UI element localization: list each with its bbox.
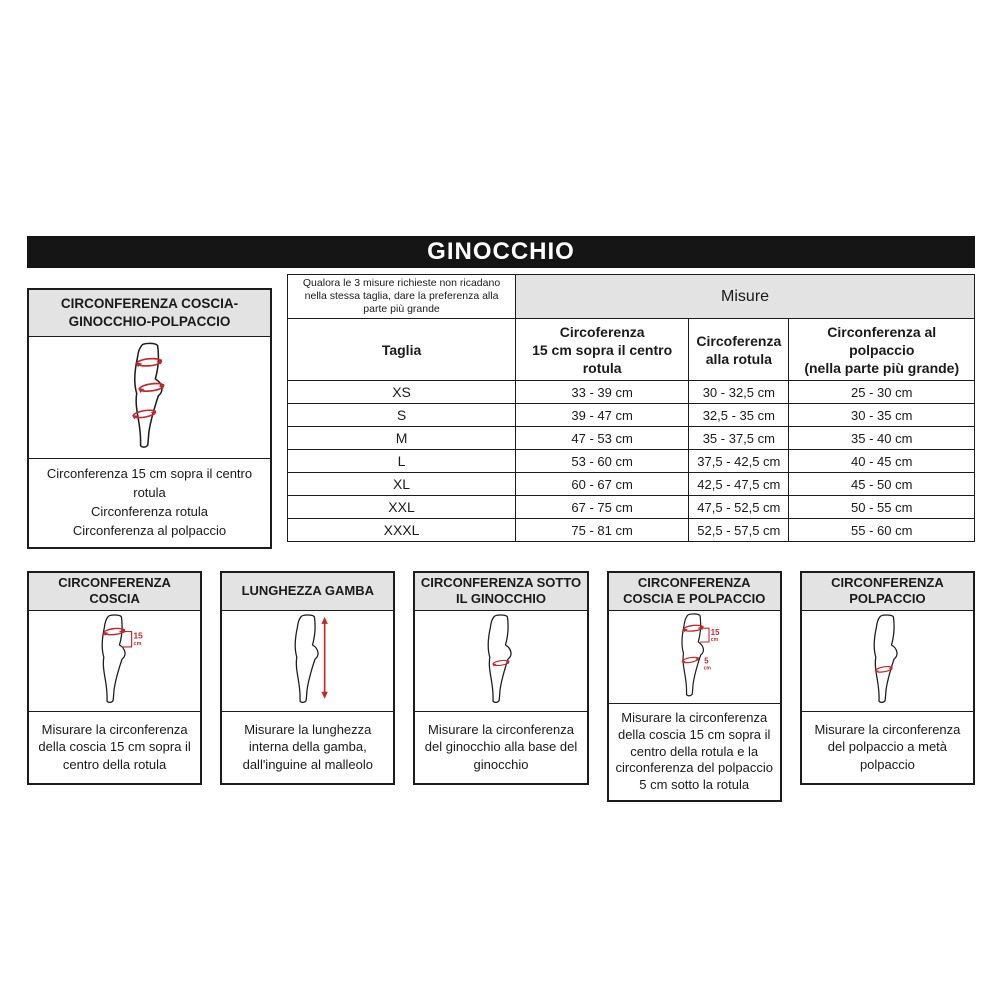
calf-range: 25 - 30 cm <box>788 380 975 405</box>
size-label: XL <box>286 472 517 497</box>
knee-range: 35 - 37,5 cm <box>688 426 790 451</box>
main-circumference-panel: CIRCONFERENZA COSCIA-GINOCCHIO-POLPACCIO… <box>27 288 272 549</box>
table-note-row: Qualora le 3 misure richieste non ricada… <box>286 273 975 320</box>
thigh-range: 39 - 47 cm <box>515 403 690 428</box>
size-row-xl: XL 60 - 67 cm 42,5 - 47,5 cm 45 - 50 cm <box>286 472 975 497</box>
caption-line: Circonferenza al polpaccio <box>72 522 227 538</box>
section-title-bar: GINOCCHIO <box>27 236 975 268</box>
measurement-bracket <box>119 630 132 648</box>
bracket-value-label: 15 <box>711 628 720 637</box>
calf-range: 35 - 40 cm <box>788 426 975 451</box>
measures-header: Misure <box>515 273 975 320</box>
size-row-xxl: XXL 67 - 75 cm 47,5 - 52,5 cm 50 - 55 cm <box>286 495 975 520</box>
measurement-bracket <box>698 627 710 643</box>
panel-title: CIRCONFERENZA COSCIA <box>29 572 201 611</box>
knee-range: 32,5 - 35 cm <box>688 403 790 428</box>
header-line: rotula <box>582 359 622 376</box>
calf-range: 50 - 55 cm <box>788 495 975 520</box>
size-note: Qualora le 3 misure richieste non ricada… <box>286 273 517 320</box>
leg-three-circumferences-icon <box>130 342 166 448</box>
panel-illustration <box>415 611 586 711</box>
size-row-xs: XS 33 - 39 cm 30 - 32,5 cm 25 - 30 cm <box>286 380 975 405</box>
size-guide-content: GINOCCHIO CIRCONFERENZA COSCIA-GINOCCHIO… <box>27 236 976 803</box>
column-header-circumference-calf: Circonferenza al polpaccio (nella parte … <box>788 318 975 382</box>
header-line: Circoferenza <box>559 323 645 340</box>
size-row-xxxl: XXXL 75 - 81 cm 52,5 - 57,5 cm 55 - 60 c… <box>286 518 975 543</box>
panel-circonferenza-coscia: CIRCONFERENZA COSCIA 15 cm Misurare la c… <box>27 570 203 785</box>
thigh-range: 67 - 75 cm <box>515 495 690 520</box>
bracket-unit-label: cm <box>133 641 141 647</box>
panel-illustration: 15 cm 5 cm <box>609 611 780 703</box>
thigh-range: 33 - 39 cm <box>515 380 690 405</box>
panel-title: LUNGHEZZA GAMBA <box>222 572 394 611</box>
panel-lunghezza-gamba: LUNGHEZZA GAMBA Misurare la lunghezza in… <box>220 570 396 785</box>
main-panel-illustration <box>29 337 270 458</box>
panel-circonferenza-sotto-ginocchio: CIRCONFERENZA SOTTO IL GINOCCHIO Misurar… <box>413 570 589 785</box>
thigh-range: 60 - 67 cm <box>515 472 690 497</box>
page-title: GINOCCHIO <box>427 238 575 265</box>
knee-range: 42,5 - 47,5 cm <box>688 472 790 497</box>
panel-illustration <box>222 611 393 711</box>
calf-value-label: 5 <box>704 656 709 665</box>
size-label: XXL <box>286 495 517 520</box>
leg-thigh-circumference-icon: 15 cm <box>101 614 143 703</box>
thigh-range: 53 - 60 cm <box>515 449 690 474</box>
panel-description: Misurare la lunghezza interna della gamb… <box>222 710 394 783</box>
leg-length-icon <box>294 614 328 703</box>
header-line: Circonferenza al polpaccio <box>827 323 937 358</box>
leg-thigh-calf-circumference-icon: 15 cm 5 cm <box>680 613 720 697</box>
panel-title: CIRCONFERENZA SOTTO IL GINOCCHIO <box>415 572 587 611</box>
table-header-row: Taglia Circoferenza 15 cm sopra il centr… <box>286 318 975 382</box>
panel-illustration <box>802 611 973 711</box>
header-line: alla rotula <box>705 350 772 367</box>
knee-range: 37,5 - 42,5 cm <box>688 449 790 474</box>
knee-range: 30 - 32,5 cm <box>688 380 790 405</box>
size-row-s: S 39 - 47 cm 32,5 - 35 cm 30 - 35 cm <box>286 403 975 428</box>
panel-title: CIRCONFERENZA COSCIA E POLPACCIO <box>608 572 780 611</box>
thigh-range: 75 - 81 cm <box>515 518 690 543</box>
calf-range: 40 - 45 cm <box>788 449 975 474</box>
size-row-m: M 47 - 53 cm 35 - 37,5 cm 35 - 40 cm <box>286 426 975 451</box>
caption-line: Circonferenza 15 cm sopra il centro rotu… <box>46 466 253 501</box>
calf-unit-label: cm <box>704 665 712 671</box>
panel-circonferenza-polpaccio: CIRCONFERENZA POLPACCIO Misurare la circ… <box>799 570 976 785</box>
thigh-range: 47 - 53 cm <box>515 426 690 451</box>
panel-description: Misurare la circonferenza del polpaccio … <box>801 710 974 783</box>
bracket-value-label: 15 <box>133 630 143 640</box>
size-label: M <box>286 426 517 451</box>
panel-circonferenza-coscia-polpaccio: CIRCONFERENZA COSCIA E POLPACCIO 15 cm 5… <box>606 570 782 803</box>
size-label: S <box>286 403 517 428</box>
leg-below-knee-circumference-icon <box>487 614 512 703</box>
size-label: XS <box>286 380 517 405</box>
measurement-panels: CIRCONFERENZA COSCIA 15 cm Misurare la c… <box>27 570 976 803</box>
length-arrow-icon <box>321 616 328 699</box>
knee-range: 52,5 - 57,5 cm <box>688 518 790 543</box>
column-header-circumference-thigh: Circoferenza 15 cm sopra il centro rotul… <box>515 318 690 382</box>
leg-calf-circumference-icon <box>873 614 899 703</box>
main-panel-title: CIRCONFERENZA COSCIA-GINOCCHIO-POLPACCIO <box>29 290 270 338</box>
panel-title: CIRCONFERENZA POLPACCIO <box>801 572 974 611</box>
size-table: Qualora le 3 misure richieste non ricada… <box>286 273 975 543</box>
column-header-circumference-knee: Circoferenza alla rotula <box>688 318 790 382</box>
header-line: (nella parte più grande) <box>804 359 960 376</box>
top-section: CIRCONFERENZA COSCIA-GINOCCHIO-POLPACCIO… <box>27 273 975 549</box>
panel-illustration: 15 cm <box>29 611 200 711</box>
caption-line: Circonferenza rotula <box>90 504 209 520</box>
bracket-unit-label: cm <box>711 637 719 643</box>
calf-range: 55 - 60 cm <box>788 518 975 543</box>
panel-description: Misurare la circonferenza della coscia 1… <box>29 710 201 783</box>
header-line: 15 cm sopra il centro <box>532 341 673 358</box>
size-label: L <box>286 449 517 474</box>
size-row-l: L 53 - 60 cm 37,5 - 42,5 cm 40 - 45 cm <box>286 449 975 474</box>
main-panel-caption: Circonferenza 15 cm sopra il centro rotu… <box>29 458 270 546</box>
panel-description: Misurare la circonferenza del ginocchio … <box>415 710 587 783</box>
calf-range: 30 - 35 cm <box>788 403 975 428</box>
knee-range: 47,5 - 52,5 cm <box>688 495 790 520</box>
size-label: XXXL <box>286 518 517 543</box>
header-line: Circoferenza <box>696 332 782 349</box>
panel-description: Misurare la circonferenza della coscia 1… <box>608 702 780 800</box>
calf-range: 45 - 50 cm <box>788 472 975 497</box>
column-header-taglia: Taglia <box>286 318 517 382</box>
